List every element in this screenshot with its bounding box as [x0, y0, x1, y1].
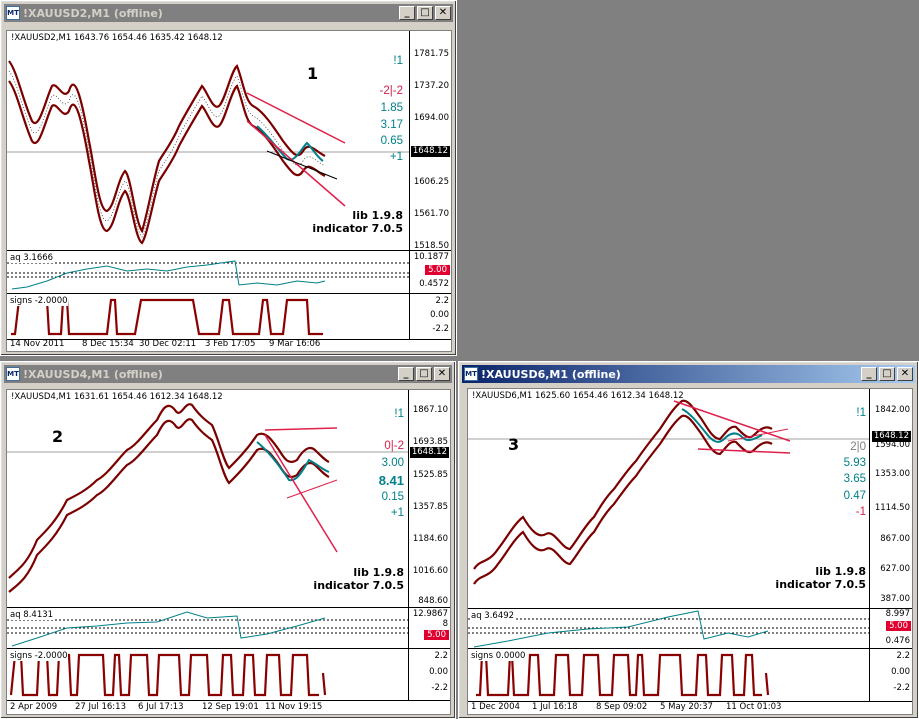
price-pane[interactable]: 1 !XAUUSD2,M1 1643.76 1654.46 1635.42 16…	[7, 31, 451, 251]
signs-svg	[11, 298, 323, 336]
price-pane[interactable]: 2 !XAUUSD4,M1 1631.61 1654.46 1612.34 16…	[7, 390, 450, 608]
level-5: 0.65	[380, 135, 403, 147]
window-title: !XAUUSD6,M1 (offline)	[481, 367, 621, 381]
level-2: -2|-2	[379, 85, 403, 97]
app-icon: MT	[6, 6, 20, 20]
current-price-box: 1648.12	[409, 447, 449, 458]
lower-band	[8, 80, 326, 245]
price-axis: 1781.75 1737.20 1694.00 1648.12 1606.25 …	[409, 31, 451, 250]
time-axis: 14 Nov 2011 8 Dec 15:34 30 Dec 02:11 3 F…	[10, 339, 321, 349]
window-title: !XAUUSD4,M1 (offline)	[23, 367, 163, 381]
level-5: 0.15	[381, 491, 404, 503]
level-1: !1	[393, 55, 403, 67]
symbol-info: !XAUUSD6,M1 1625.60 1654.46 1612.34 1648…	[472, 391, 684, 401]
minimize-button[interactable]: _	[861, 367, 877, 381]
aq-svg	[7, 611, 410, 647]
chart-number-label: 3	[508, 435, 520, 454]
app-icon: MT	[464, 367, 478, 381]
aq-axis: 10.1877 5.00 0.4572	[409, 251, 451, 293]
close-button[interactable]: ✕	[434, 367, 450, 381]
lib-version: lib 1.9.8 indicator 7.0.5	[312, 209, 403, 235]
symbol-info: !XAUUSD4,M1 1631.61 1654.46 1612.34 1648…	[11, 392, 223, 402]
aq-svg	[468, 610, 872, 648]
price-bars	[8, 70, 326, 238]
level-2: 0|-2	[384, 440, 404, 452]
upper-band	[8, 60, 326, 234]
price-pane[interactable]: 3 !XAUUSD6,M1 1625.60 1654.46 1612.34 16…	[468, 389, 912, 609]
restore-button[interactable]: □	[416, 367, 432, 381]
trendline-upper	[246, 92, 346, 144]
window-title: !XAUUSD2,M1 (offline)	[23, 6, 163, 20]
teal-line	[256, 125, 324, 162]
lib-version: lib 1.9.8 indicator 7.0.5	[313, 566, 404, 592]
signs-svg	[476, 653, 770, 697]
chart-number-label: 2	[52, 427, 64, 446]
current-price-box: 1648.12	[410, 146, 450, 157]
title-bar-2[interactable]: MT !XAUUSD4,M1 (offline) _ □ ✕	[4, 365, 452, 383]
level-4: 3.65	[843, 473, 866, 485]
price-chart-svg	[7, 403, 410, 593]
chart-area-2[interactable]: 2 !XAUUSD4,M1 1631.61 1654.46 1612.34 16…	[6, 389, 451, 715]
aq-axis: 12.9867 8 5.00	[408, 608, 450, 648]
lib-version: lib 1.9.8 indicator 7.0.5	[775, 565, 866, 591]
signs-label: signs -2.0000	[10, 651, 68, 661]
level-6: -1	[855, 506, 866, 518]
aq-pane[interactable]: aq 3.1666 10.1877 5.00 0.4572	[7, 251, 451, 294]
time-axis: 1 Dec 2004 1 Jul 16:18 8 Sep 09:02 5 May…	[471, 702, 782, 712]
close-button[interactable]: ✕	[435, 6, 451, 20]
aq-pane[interactable]: aq 8.4131 12.9867 8 5.00	[7, 608, 450, 649]
aq-svg	[7, 260, 411, 290]
level-1: !1	[856, 407, 866, 419]
signs-axis: 2.2 0.00 -2.2	[408, 649, 450, 700]
level-5: 0.47	[843, 490, 866, 502]
title-bar-1[interactable]: MT !XAUUSD2,M1 (offline) _ □ ✕	[4, 4, 453, 22]
time-axis: 2 Apr 2009 27 Jul 16:13 6 Jul 17:13 12 S…	[10, 702, 323, 712]
level-1: !1	[394, 408, 404, 420]
chart-window-1[interactable]: MT !XAUUSD2,M1 (offline) _ □ ✕ 1 !XAUUSD…	[0, 0, 457, 356]
level-3: 1.85	[380, 102, 403, 114]
chart-area-3[interactable]: 3 !XAUUSD6,M1 1625.60 1654.46 1612.34 16…	[467, 388, 913, 715]
aq-pane[interactable]: aq 3.6492 8.997 5.00 0.476	[468, 609, 912, 649]
level-3: 5.93	[843, 457, 866, 469]
trendline-black	[266, 150, 338, 180]
aq-label: aq 8.4131	[10, 610, 54, 620]
title-bar-3[interactable]: MT !XAUUSD6,M1 (offline) _ □ ✕	[462, 365, 915, 383]
level-3: 3.00	[381, 457, 404, 469]
level-4: 8.41	[378, 473, 404, 488]
signs-pane[interactable]: signs -2.0000 2.2 0.00 -2.2	[7, 649, 450, 701]
restore-button[interactable]: □	[879, 367, 895, 381]
chart-area-1[interactable]: 1 !XAUUSD2,M1 1643.76 1654.46 1635.42 16…	[6, 30, 452, 352]
signs-pane[interactable]: signs 0.0000 2.2 0.00 -2.2	[468, 649, 912, 702]
level-2: 2|0	[850, 441, 866, 453]
close-button[interactable]: ✕	[897, 367, 913, 381]
level-4: 3.17	[380, 119, 403, 131]
aq-label: aq 3.1666	[10, 253, 54, 263]
price-axis: 1842.00 1648.12 1594.00 1353.00 1114.50 …	[869, 389, 912, 608]
symbol-info: !XAUUSD2,M1 1643.76 1654.46 1635.42 1648…	[11, 33, 223, 43]
current-price-box: 1648.12	[871, 431, 911, 442]
signs-axis: 2.2 0.00 -2.2	[869, 649, 912, 701]
chart-window-3[interactable]: MT !XAUUSD6,M1 (offline) _ □ ✕ 3 !XAUUSD…	[458, 361, 919, 719]
minimize-button[interactable]: _	[398, 367, 414, 381]
price-chart-svg	[468, 399, 872, 585]
price-axis: 1867.10 1693.85 1648.12 1525.85 1357.85 …	[408, 390, 450, 607]
trendline-lower	[246, 120, 346, 207]
chart-window-2[interactable]: MT !XAUUSD4,M1 (offline) _ □ ✕ 2 !XAUUSD…	[0, 361, 456, 719]
restore-button[interactable]: □	[417, 6, 433, 20]
signs-svg	[9, 653, 327, 697]
level-6: +1	[390, 507, 404, 519]
level-6: +1	[389, 151, 403, 163]
app-icon: MT	[6, 367, 20, 381]
signs-label: signs 0.0000	[471, 651, 526, 661]
signs-axis: 2.2 0.00 -2.2	[409, 294, 451, 339]
chart-number-label: 1	[307, 64, 319, 83]
signs-pane[interactable]: signs -2.0000 2.2 0.00 -2.2	[7, 294, 451, 340]
aq-axis: 8.997 5.00 0.476	[869, 609, 912, 648]
aq-label: aq 3.6492	[471, 611, 515, 621]
price-chart-svg	[7, 60, 411, 245]
minimize-button[interactable]: _	[399, 6, 415, 20]
signs-label: signs -2.0000	[10, 296, 68, 306]
